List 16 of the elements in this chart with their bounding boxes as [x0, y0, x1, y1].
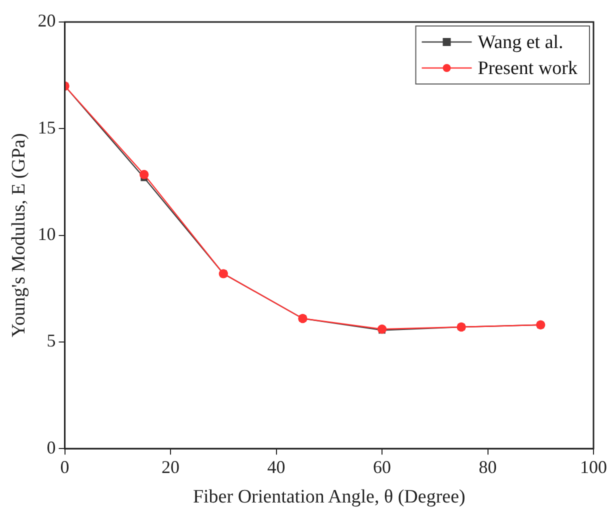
- x-tick-label: 20: [162, 457, 180, 478]
- x-tick-label: 80: [478, 457, 497, 478]
- point: [140, 170, 149, 180]
- x-tick-label: 40: [267, 457, 286, 478]
- y-tick-label: 20: [38, 10, 56, 31]
- y-tick-label: 0: [46, 437, 56, 458]
- legend-label: Present work: [478, 58, 578, 79]
- y-tick-label: 10: [38, 224, 56, 244]
- y-tick-label: 15: [38, 117, 56, 138]
- x-tick-label: 0: [60, 457, 70, 478]
- y-axis-title: Young's Modulus, E (GPa): [8, 133, 30, 338]
- x-tick-label: 60: [373, 457, 392, 478]
- x-axis-title: Fiber Orientation Angle, θ (Degree): [192, 486, 466, 508]
- legend-label: Wang et al.: [478, 32, 564, 53]
- x-tick-label: 100: [580, 457, 607, 478]
- y-tick-label: 5: [46, 330, 56, 351]
